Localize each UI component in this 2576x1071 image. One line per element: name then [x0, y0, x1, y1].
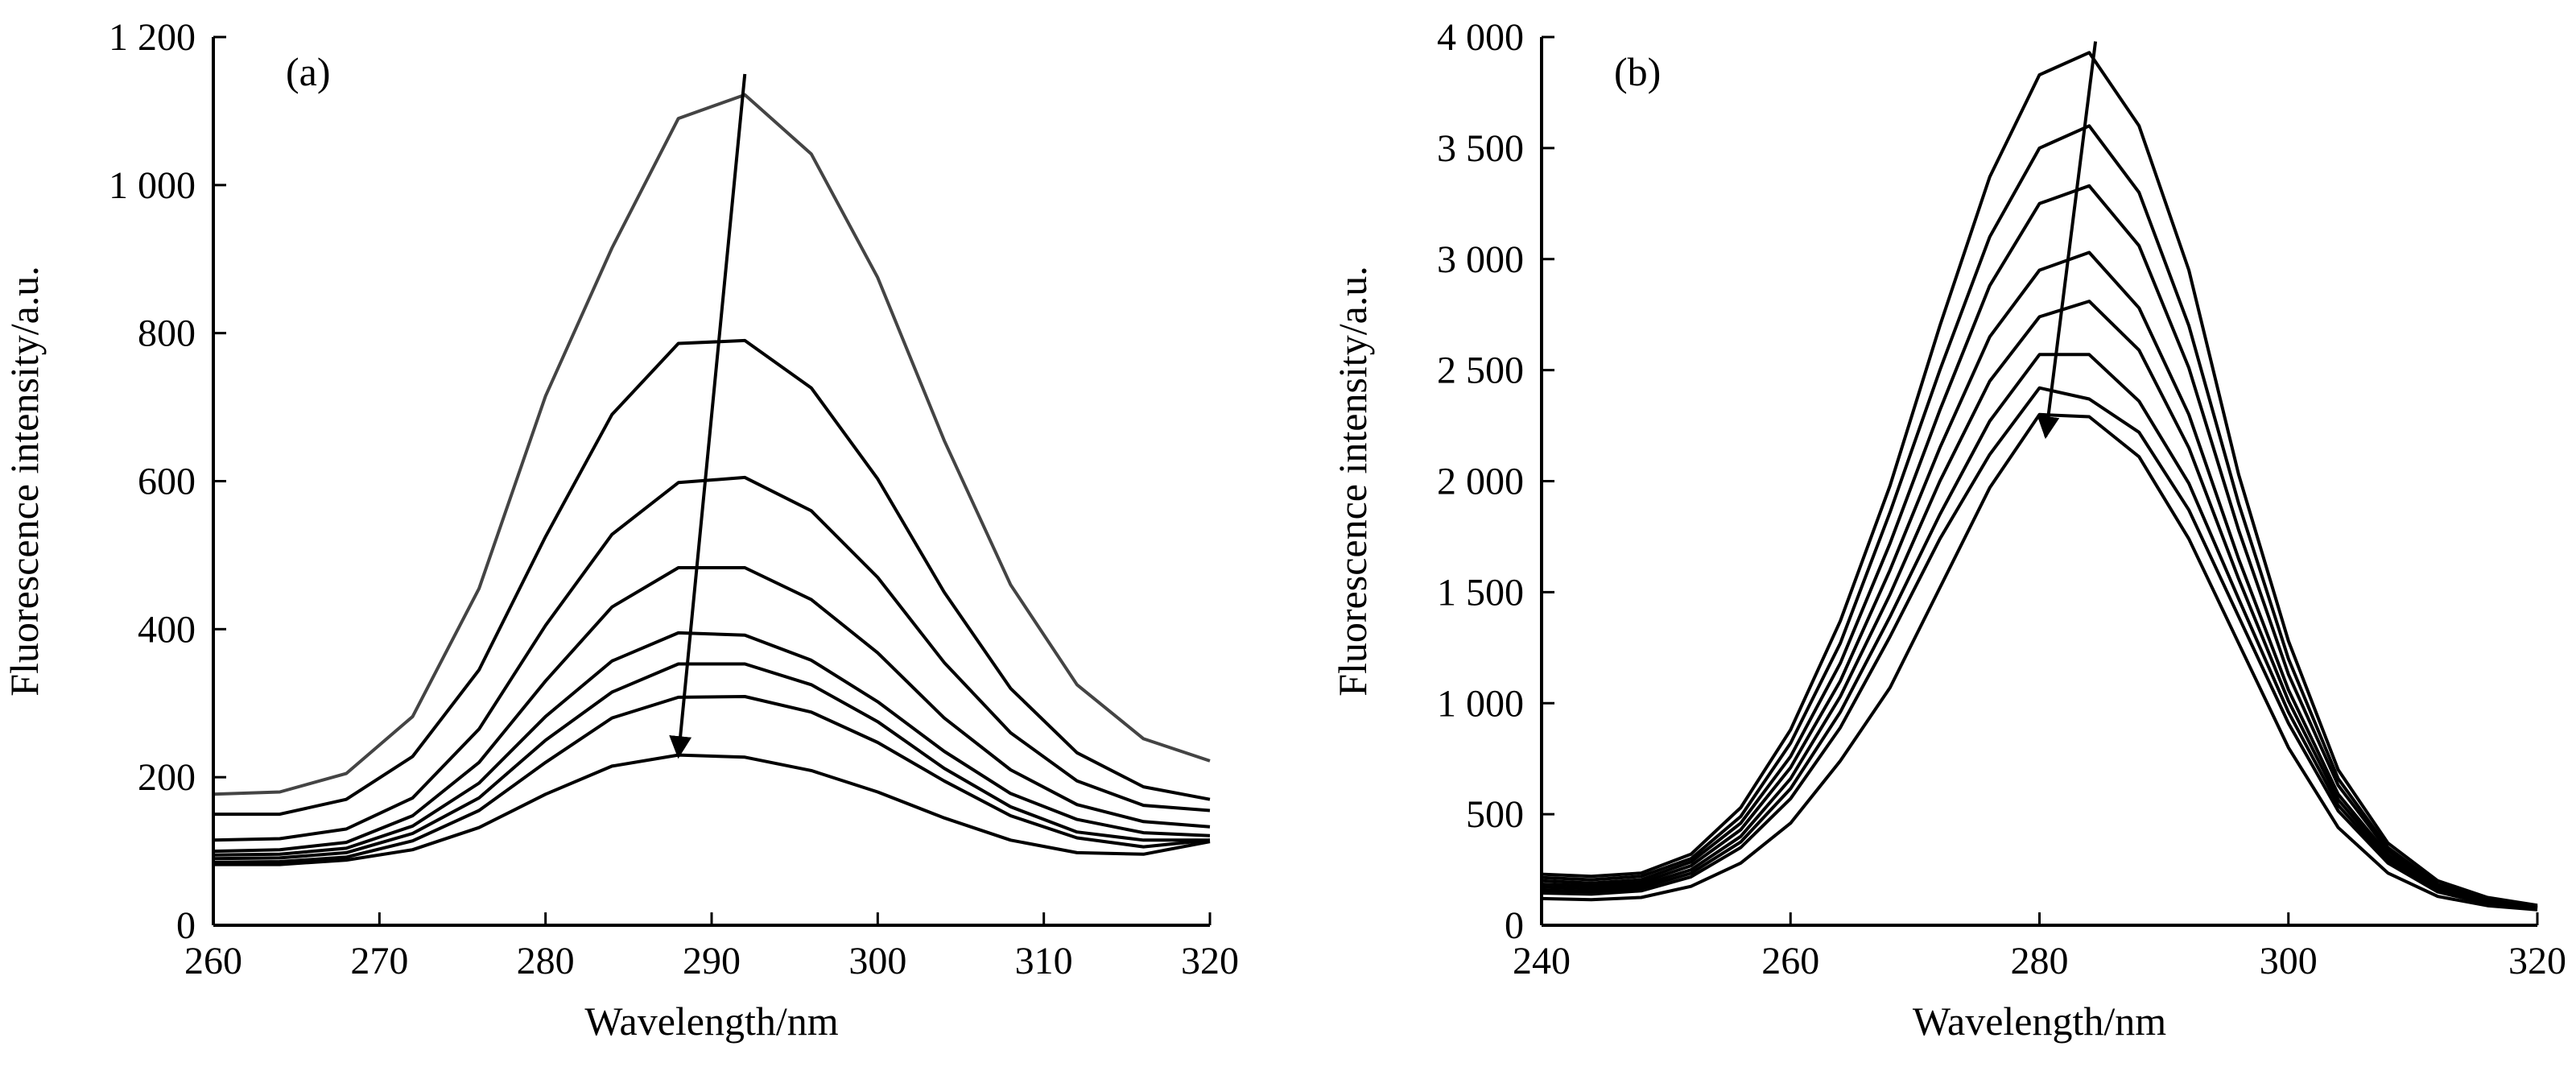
- panel-b-series-line-5: [1541, 300, 2538, 910]
- panel-b-ticks: 240 260 280 300 320 0 500 1 000 1 500 2 000 2 500 3…: [1437, 16, 2566, 982]
- panel-b-x-axis-title: Wavelength/nm: [1913, 999, 2166, 1044]
- panel-b-series-line-8: [1541, 412, 2538, 912]
- panel-a-ticks: 260 270 280 290 300 310 320 0 200 400 600 800 1 000 1…: [109, 16, 1239, 982]
- panel-b-series-line-4: [1541, 250, 2538, 909]
- panel-a-series-line-7: [213, 695, 1211, 864]
- panel-b-x-tick-label: 280: [2011, 940, 2069, 982]
- panel-b-series-line-7: [1541, 386, 2538, 911]
- panel-a-series-line-1: [213, 93, 1211, 796]
- panel-b-trend-arrow: [2037, 41, 2098, 440]
- panel-a-x-tick-label: 310: [1015, 940, 1073, 982]
- panel-b-y-tick-label: 500: [1466, 793, 1524, 836]
- panel-a-y-axis-title: Fluorescence intensity/a.u.: [2, 266, 47, 697]
- panel-a-series: [213, 93, 1211, 866]
- panel-b-y-tick-label: 3 500: [1437, 127, 1524, 170]
- panel-a-x-tick-label: 290: [683, 940, 741, 982]
- panel-b-x-tick-label: 240: [1513, 940, 1571, 982]
- panel-a-y-tick-label: 600: [138, 461, 196, 503]
- panel-b-y-tick-label: 4 000: [1437, 16, 1524, 59]
- panel-a-x-tick-label: 300: [848, 940, 906, 982]
- panel-b-series-line-1: [1541, 51, 2538, 908]
- panel-a-x-tick-label: 260: [184, 940, 242, 982]
- panel-a-x-axis-title: Wavelength/nm: [584, 999, 838, 1044]
- panel-b-series-line-2: [1541, 124, 2538, 908]
- panel-b-series-line-3: [1541, 184, 2538, 909]
- panel-a-x-tick-label: 320: [1181, 940, 1239, 982]
- panel-a-trend-arrow: [669, 73, 747, 759]
- panel-a-y-tick-label: 0: [176, 904, 196, 947]
- panel-a-series-line-6: [213, 662, 1210, 861]
- panel-b-y-tick-label: 2 000: [1437, 461, 1524, 503]
- panel-a-y-tick-label: 1 000: [109, 164, 196, 207]
- panel-a-series-line-2: [213, 338, 1211, 817]
- panel-b-y-tick-label: 0: [1505, 904, 1524, 947]
- panel-a-x-tick-label: 280: [517, 940, 575, 982]
- panel-b-x-tick-label: 300: [2260, 940, 2318, 982]
- panel-a-y-tick-label: 1 200: [109, 16, 196, 59]
- panel-a-y-tick-label: 400: [138, 608, 196, 651]
- panel-a-y-tick-label: 200: [138, 756, 196, 799]
- panel-a-series-line-8: [213, 753, 1211, 866]
- panel-b-series: [1541, 51, 2538, 912]
- panel-b-y-tick-label: 1 000: [1437, 682, 1524, 725]
- panel-b-y-tick-label: 2 500: [1437, 349, 1524, 392]
- panel-b-label: (b): [1614, 49, 1661, 94]
- panel-a-series-line-3: [213, 475, 1211, 842]
- panel-b-y-axis-title: Fluorescence intensity/a.u.: [1330, 266, 1375, 697]
- panel-b-y-tick-label: 3 000: [1437, 238, 1524, 281]
- panel-a-series-line-5: [213, 631, 1211, 857]
- panel-a-y-tick-label: 800: [138, 312, 196, 355]
- panel-b: 240 260 280 300 320 0 500 1 000 1 500 2 000 2 500 3…: [1330, 16, 2566, 1044]
- panel-a: 260 270 280 290 300 310 320 0 200 400 600 800 1 000 1…: [2, 16, 1239, 1044]
- panel-b-x-tick-label: 320: [2508, 940, 2566, 982]
- panel-a-series-line-4: [213, 566, 1211, 854]
- panel-b-y-tick-label: 1 500: [1437, 571, 1524, 614]
- panel-b-series-line-6: [1541, 353, 2538, 910]
- panel-a-label: (a): [286, 49, 331, 94]
- panel-b-x-tick-label: 260: [1761, 940, 1819, 982]
- panel-a-x-tick-label: 270: [350, 940, 408, 982]
